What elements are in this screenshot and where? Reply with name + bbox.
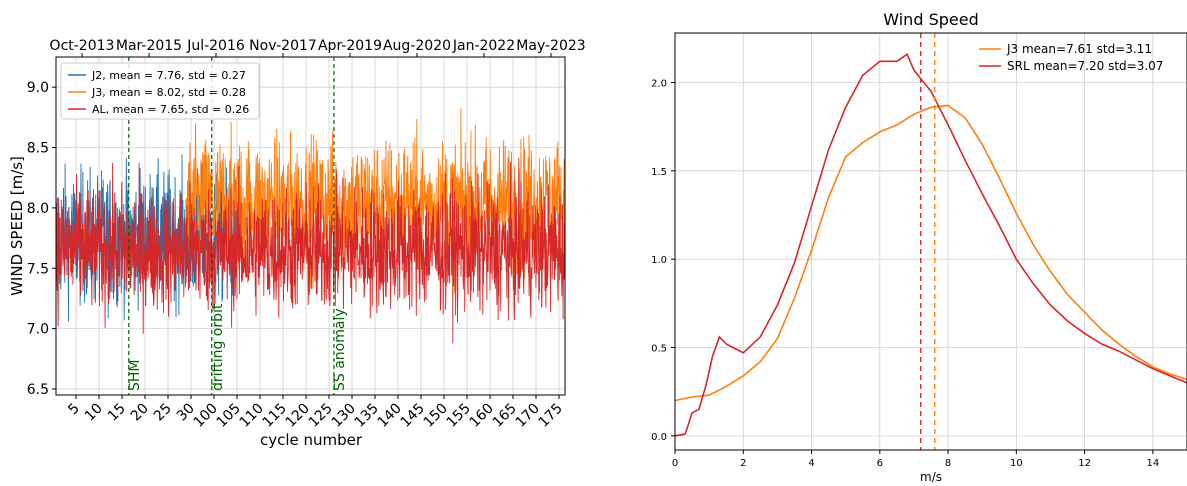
left-top-date-label: Jan-2022	[452, 38, 515, 54]
right-plot-area	[675, 33, 1187, 450]
left-y-tick-label: 8.0	[27, 201, 49, 217]
left-x-tick-label: 175	[536, 401, 566, 431]
right-plot-border	[674, 32, 1187, 451]
right-x-tick-label: 2	[740, 458, 746, 469]
right-y-tick-label: 0.5	[651, 344, 667, 355]
right-chart-title: Wind Speed	[883, 10, 978, 29]
left-legend-box	[60, 62, 260, 120]
right-x-tick-label: 6	[877, 458, 883, 469]
right-mean-lines	[920, 33, 936, 450]
left-top-date-label: Apr-2019	[318, 38, 382, 54]
left-legend-label: AL, mean = 7.65, std = 0.26	[92, 103, 249, 116]
left-y-tick-label: 7.0	[27, 322, 49, 338]
left-legend: J2, mean = 7.76, std = 0.27 J3, mean = 8.…	[60, 62, 260, 120]
left-series-line-2	[55, 157, 566, 344]
right-y-ticks: 0.0 0.5 1.0 1.5 2.0	[651, 78, 675, 443]
right-x-axis-label: m/s	[920, 470, 942, 484]
left-top-date-label: May-2023	[516, 38, 585, 54]
right-y-tick-label: 1.0	[651, 255, 667, 266]
right-series-line-0	[674, 104, 1187, 402]
left-x-tick-label: 15	[105, 401, 129, 425]
right-y-tick-label: 1.5	[651, 167, 667, 178]
timeseries-chart: SHM drifting orbit SS anomaly 6.5 7.0 7.5 8.0…	[8, 38, 586, 449]
right-legend-label: J3 mean=7.61 std=3.11	[1006, 42, 1152, 56]
left-legend-label: J3, mean = 8.02, std = 0.28	[91, 86, 246, 99]
left-x-ticks: 5 10 15 20 25 3010010511011512012513013514014…	[65, 395, 566, 431]
right-x-tick-label: 12	[1078, 458, 1091, 469]
right-y-tick-label: 0.0	[651, 432, 667, 443]
left-y-ticks: 6.5 7.0 7.5 8.0 8.5 9.0	[27, 80, 56, 398]
left-legend-label: J2, mean = 7.76, std = 0.27	[91, 69, 246, 82]
left-top-date-label: Nov-2017	[249, 38, 317, 54]
right-x-tick-label: 8	[945, 458, 951, 469]
right-legend-label: SRL mean=7.20 std=3.07	[1007, 59, 1163, 73]
right-series-line-1	[674, 52, 1187, 437]
left-top-date-ticks: Oct-2013 Mar-2015 Jul-2016 Nov-2017 Apr-2019…	[50, 38, 586, 57]
left-top-date-label: Mar-2015	[116, 38, 182, 54]
right-x-tick-label: 14	[1146, 458, 1159, 469]
right-x-tick-label: 4	[808, 458, 814, 469]
histogram-chart: 0.0 0.5 1.0 1.5 2.0 0 2 4 6 8 10 12 14 Wind Speed m…	[651, 10, 1187, 484]
left-event-markers: SHM drifting orbit SS anomaly	[127, 57, 348, 395]
left-plot-border	[55, 56, 566, 396]
left-top-date-label: Jul-2016	[186, 38, 245, 54]
left-event-label: SS anomaly	[332, 308, 348, 391]
right-x-tick-label: 0	[672, 458, 678, 469]
left-x-axis-label: cycle number	[260, 431, 363, 449]
left-event-label: drifting orbit	[210, 303, 226, 391]
right-x-tick-label: 10	[1010, 458, 1023, 469]
right-series-group	[674, 52, 1187, 437]
left-top-date-label: Aug-2020	[383, 38, 451, 54]
left-top-date-label: Oct-2013	[50, 38, 115, 54]
left-y-tick-label: 8.5	[27, 141, 49, 157]
left-y-axis-label: WIND SPEED [m/s]	[8, 156, 26, 296]
right-legend: J3 mean=7.61 std=3.11 SRL mean=7.20 std=3…	[979, 42, 1163, 73]
left-x-tick-label: 20	[128, 401, 152, 425]
right-y-tick-label: 2.0	[651, 78, 667, 89]
left-x-tick-label: 25	[151, 401, 175, 425]
left-x-tick-label: 5	[65, 401, 83, 419]
left-x-tick-label: 10	[82, 401, 106, 425]
left-series-group	[55, 108, 566, 344]
left-y-tick-label: 7.5	[27, 261, 49, 277]
left-y-tick-label: 6.5	[27, 382, 49, 398]
right-x-ticks: 0 2 4 6 8 10 12 14	[672, 450, 1159, 469]
left-y-tick-label: 9.0	[27, 80, 49, 96]
left-event-label: SHM	[127, 360, 143, 392]
